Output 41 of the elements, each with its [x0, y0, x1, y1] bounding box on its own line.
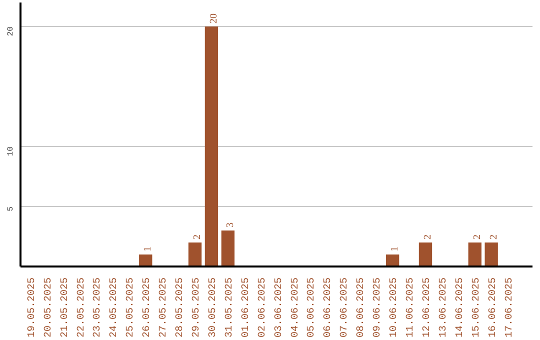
y-tick-label: 20	[6, 26, 16, 36]
x-tick-label: 31.05.2025	[224, 277, 236, 338]
x-tick-label: 16.06.2025	[488, 277, 499, 338]
data-label: 2	[192, 234, 204, 240]
x-tick-label: 29.05.2025	[192, 277, 203, 338]
data-label: 2	[422, 234, 434, 240]
x-tick-label: 19.05.2025	[26, 277, 38, 338]
x-tick-label: 13.06.2025	[438, 277, 450, 338]
x-tick-label: 10.06.2025	[389, 277, 400, 338]
x-tick-label: 23.05.2025	[92, 277, 104, 338]
x-tick-label: 26.05.2025	[142, 277, 154, 338]
x-tick-label: 11.06.2025	[406, 277, 417, 338]
x-tick-label: 04.06.2025	[290, 277, 302, 338]
x-tick-label: 03.06.2025	[274, 277, 285, 338]
x-tick-label: 24.05.2025	[109, 277, 120, 338]
x-tick-label: 17.06.2025	[504, 277, 516, 338]
x-tick-label: 02.06.2025	[257, 277, 268, 338]
x-tick-label: 09.06.2025	[372, 277, 384, 338]
x-tick-label: 14.06.2025	[454, 277, 466, 338]
x-tick-label: 12.06.2025	[422, 277, 433, 338]
x-tick-label: 28.05.2025	[175, 277, 186, 338]
y-tick-label: 10	[6, 146, 16, 156]
x-tick-label: 01.06.2025	[240, 277, 252, 338]
x-tick-label: 15.06.2025	[471, 277, 482, 338]
x-tick-label: 08.06.2025	[356, 277, 368, 338]
x-tick-label: 05.06.2025	[306, 277, 318, 338]
data-label: 2	[472, 234, 483, 240]
data-label: 1	[390, 246, 401, 252]
data-label: 3	[224, 222, 236, 228]
x-tick-label: 21.05.2025	[60, 277, 71, 338]
x-tick-label: 22.05.2025	[76, 277, 88, 338]
x-tick-label: 20.05.2025	[43, 277, 54, 338]
data-label: 2	[488, 234, 500, 240]
data-label: 1	[142, 246, 154, 252]
x-tick-label: 27.05.2025	[158, 277, 170, 338]
data-label: 20	[208, 14, 220, 24]
x-tick-label: 30.05.2025	[208, 277, 219, 338]
y-tick-label: 5	[6, 206, 16, 212]
x-tick-label: 25.05.2025	[126, 277, 137, 338]
x-tick-label: 06.06.2025	[323, 277, 334, 338]
x-tick-label: 07.06.2025	[340, 277, 351, 338]
